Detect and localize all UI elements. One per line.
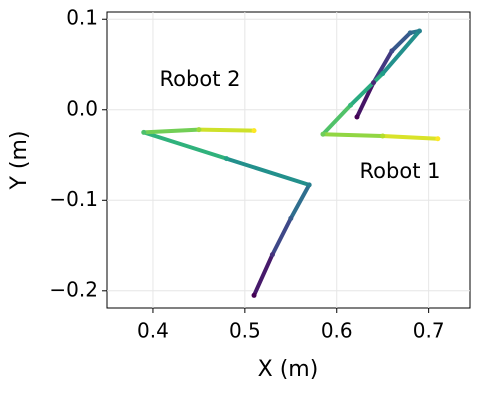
- trajectory-point: [251, 128, 257, 134]
- trajectory-point: [348, 102, 354, 108]
- x-tick-label: 0.6: [321, 319, 353, 343]
- trajectory-segment: [270, 216, 293, 257]
- y-tick-label: −0.2: [49, 277, 98, 301]
- x-tick-label: 0.7: [413, 319, 445, 343]
- trajectory-segment: [354, 80, 376, 120]
- trajectory-point: [435, 136, 441, 142]
- trajectory-segment: [380, 134, 440, 141]
- y-tick-label: 0.0: [66, 96, 98, 120]
- x-axis-label: X (m): [258, 357, 319, 382]
- trajectory-segment: [320, 103, 353, 137]
- x-tick-label: 0.4: [137, 319, 169, 343]
- y-axis-label: Y (m): [7, 130, 32, 190]
- trajectory-point: [354, 114, 360, 120]
- trajectory-point: [380, 133, 386, 139]
- trajectory-point: [416, 28, 422, 34]
- trajectory-point: [251, 292, 257, 298]
- trajectory-segment: [380, 29, 422, 76]
- trajectory-segment: [348, 71, 385, 108]
- trajectory-segment: [288, 182, 312, 221]
- trajectory-point: [389, 48, 395, 54]
- plot-frame: [106, 11, 471, 309]
- trajectory-point: [269, 252, 275, 258]
- trajectory-segment: [320, 132, 385, 139]
- annotation: Robot 1: [360, 159, 441, 183]
- trajectory-point: [320, 131, 326, 137]
- trajectory-point: [196, 127, 202, 133]
- trajectory-segment: [252, 252, 275, 298]
- trajectory-point: [380, 71, 386, 77]
- trajectory-point: [407, 30, 413, 36]
- trajectory-segment: [196, 127, 257, 133]
- annotation: Robot 2: [160, 67, 241, 91]
- y-tick-label: −0.1: [49, 187, 98, 211]
- trajectory-segment: [389, 30, 413, 53]
- trajectory-point: [223, 156, 229, 162]
- y-tick-label: 0.1: [66, 6, 98, 30]
- trajectory-point: [288, 215, 294, 221]
- trajectory-point: [141, 129, 147, 135]
- trajectory-point: [306, 182, 312, 188]
- trajectory-segment: [224, 156, 312, 187]
- trajectory-segment: [141, 130, 229, 161]
- trajectory-segment: [141, 127, 201, 135]
- x-tick-label: 0.5: [229, 319, 261, 343]
- trajectory-point: [371, 80, 377, 86]
